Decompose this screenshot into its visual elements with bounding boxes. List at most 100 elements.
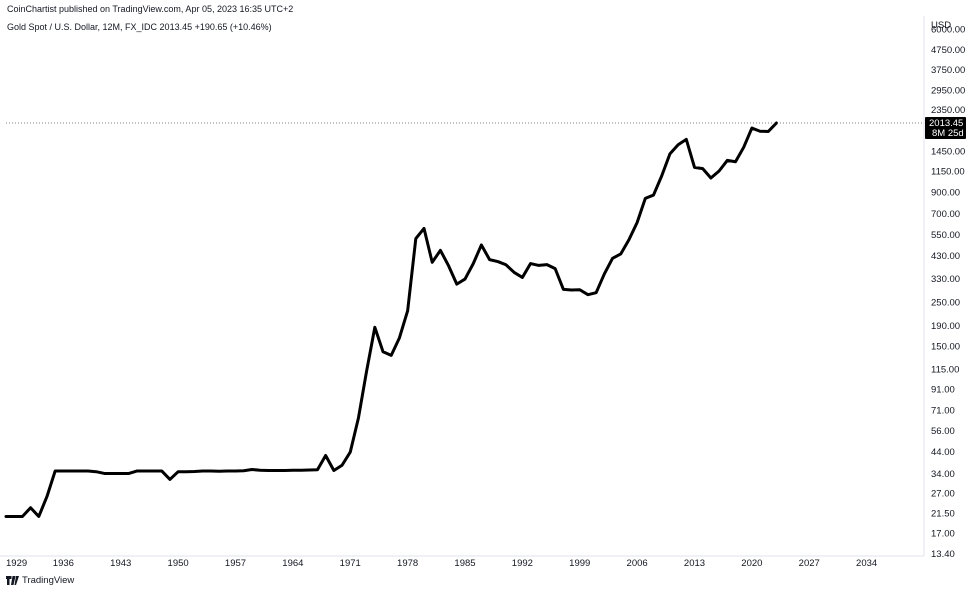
data-point (325, 454, 327, 457)
data-point (382, 351, 384, 353)
y-tick-label: 190.00 (931, 321, 960, 332)
data-point (529, 262, 532, 265)
data-point (308, 469, 310, 471)
x-tick-label: 1999 (569, 558, 590, 569)
data-point (21, 515, 23, 518)
data-point (300, 469, 302, 471)
tradingview-logo-icon (6, 576, 19, 585)
data-point (366, 370, 368, 372)
data-point (521, 276, 523, 279)
data-point (111, 472, 114, 475)
data-point (734, 161, 737, 163)
data-point (349, 451, 351, 453)
data-point (579, 289, 581, 291)
symbol-legend[interactable]: Gold Spot / U.S. Dollar, 12M, FX_IDC 201… (7, 22, 272, 32)
y-tick-label: 1150.00 (931, 167, 965, 178)
data-point (333, 469, 335, 472)
y-tick-label: 4750.00 (931, 45, 965, 56)
y-tick-label: 330.00 (931, 274, 960, 285)
x-tick-label: 1978 (397, 558, 418, 569)
price-series-line (4, 121, 778, 518)
x-tick-label: 1957 (225, 558, 246, 569)
data-point (210, 470, 212, 472)
last-price-badge (925, 117, 966, 139)
data-point (54, 470, 56, 472)
y-tick-label: 2950.00 (931, 86, 965, 97)
y-tick-label: 13.40 (931, 549, 955, 560)
publisher-header: CoinChartist published on TradingView.co… (7, 4, 294, 14)
x-tick-label: 2013 (684, 558, 705, 569)
data-point (284, 469, 286, 472)
data-point (636, 221, 638, 224)
data-point (439, 249, 442, 251)
price-axis[interactable]: USD 6000.00 4750.00 3750.00 2950.00 2350.00 1… (923, 16, 965, 560)
data-point (185, 471, 187, 473)
y-tick-label: 2350.00 (931, 105, 965, 116)
data-point (374, 326, 376, 328)
data-point (423, 227, 425, 230)
data-point (456, 283, 458, 285)
x-tick-label: 2034 (856, 558, 877, 569)
data-point (448, 265, 450, 267)
data-point (357, 417, 360, 419)
y-tick-label: 900.00 (931, 188, 960, 199)
data-point (677, 144, 679, 146)
data-point (702, 167, 704, 170)
data-point (570, 289, 573, 291)
last-price-value: 2013.45 (929, 118, 963, 129)
data-point (177, 471, 179, 473)
data-point (136, 470, 138, 472)
y-tick-label: 34.00 (931, 469, 955, 480)
data-point (505, 264, 507, 266)
y-tick-label: 21.50 (931, 508, 955, 519)
data-point (488, 259, 491, 261)
data-point (161, 470, 163, 472)
data-point (743, 146, 745, 148)
data-point (62, 470, 64, 472)
data-point (644, 197, 646, 200)
chart-pane[interactable] (4, 121, 778, 518)
data-point (251, 468, 253, 471)
data-point (661, 175, 663, 177)
data-point (464, 278, 466, 280)
data-point (103, 472, 105, 475)
data-point (79, 470, 81, 472)
data-point (472, 263, 474, 265)
data-point (710, 177, 712, 179)
data-point (316, 469, 319, 471)
data-point (292, 469, 294, 471)
footer-branding[interactable]: TradingView (6, 575, 74, 586)
y-tick-label: 17.00 (931, 528, 955, 539)
data-point (718, 170, 720, 172)
x-tick-label: 1929 (6, 558, 27, 569)
data-point (685, 138, 687, 140)
data-point (341, 464, 343, 466)
data-point (128, 472, 130, 475)
y-tick-label: 27.00 (931, 489, 955, 500)
data-point (415, 237, 417, 240)
data-point (193, 470, 196, 473)
y-tick-label: 700.00 (931, 209, 960, 220)
x-tick-label: 2027 (799, 558, 820, 569)
data-point (95, 471, 97, 473)
y-tick-label: 150.00 (931, 341, 960, 352)
y-tick-label: 6000.00 (931, 25, 965, 36)
data-point (398, 337, 401, 339)
data-point (226, 470, 228, 472)
data-point (152, 470, 155, 472)
data-point (546, 264, 548, 266)
currency-label: USD (931, 20, 951, 31)
x-tick-label: 1964 (282, 558, 303, 569)
data-point (538, 264, 540, 267)
data-point (775, 122, 778, 124)
data-point (407, 310, 409, 312)
x-tick-label: 2020 (741, 558, 762, 569)
y-tick-label: 1450.00 (931, 147, 965, 158)
y-tick-label: 550.00 (931, 230, 960, 241)
time-axis[interactable]: 1929 1936 1943 1950 1957 1964 1971 1978 1985 1992… (0, 555, 924, 569)
bar-countdown: 8M 25d (932, 128, 964, 139)
data-point (628, 239, 630, 241)
data-point (120, 472, 122, 475)
